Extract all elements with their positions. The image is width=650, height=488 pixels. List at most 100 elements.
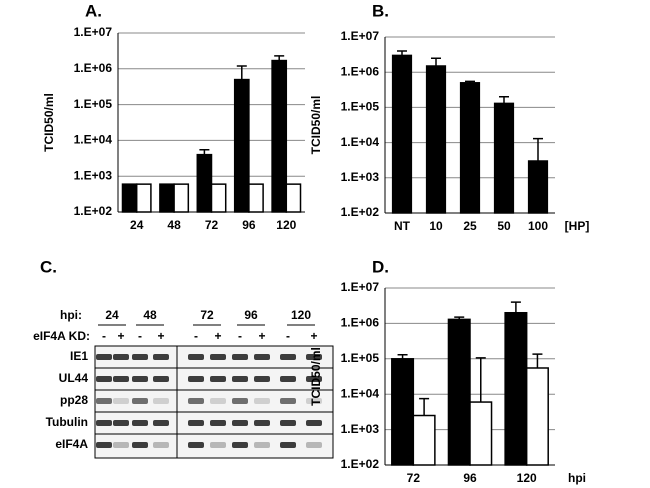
blot-band bbox=[188, 354, 204, 360]
error-bar bbox=[532, 353, 543, 368]
blot-band bbox=[132, 398, 148, 404]
y-tick-label: 1.E+06 bbox=[341, 316, 380, 330]
bar bbox=[159, 183, 175, 213]
blot-band bbox=[96, 376, 112, 382]
kd-sign: - bbox=[286, 329, 290, 343]
y-tick-label: 1.E+07 bbox=[341, 280, 380, 294]
blot-band bbox=[153, 442, 169, 448]
y-tick-label: 1.E+02 bbox=[341, 205, 380, 219]
x-tick-label: 50 bbox=[497, 219, 511, 233]
blot-row-label: UL44 bbox=[59, 371, 89, 385]
bar bbox=[233, 78, 250, 213]
blot-band bbox=[232, 398, 248, 404]
x-tick-label: 96 bbox=[242, 218, 256, 232]
x-tick-label: 24 bbox=[130, 218, 144, 232]
hpi-value: 72 bbox=[200, 308, 214, 322]
y-axis-label: TCID50/ml bbox=[309, 96, 323, 155]
bar bbox=[248, 183, 264, 213]
error-bar bbox=[236, 65, 247, 80]
blot-band bbox=[254, 376, 270, 382]
blot-band bbox=[232, 354, 248, 360]
y-tick-label: 1.E+06 bbox=[341, 64, 380, 78]
y-tick-label: 1.E+05 bbox=[341, 100, 380, 114]
blot-band bbox=[96, 420, 112, 426]
y-tick-label: 1.E+03 bbox=[341, 422, 380, 436]
blot-band bbox=[280, 420, 296, 426]
bar bbox=[391, 54, 413, 214]
hpi-value: 48 bbox=[143, 308, 157, 322]
bar bbox=[527, 160, 549, 214]
panel-label: D. bbox=[372, 257, 389, 276]
bar bbox=[493, 102, 515, 214]
y-tick-label: 1.E+02 bbox=[74, 204, 113, 218]
bar bbox=[412, 414, 436, 466]
blot-band bbox=[113, 354, 129, 360]
blot-band bbox=[113, 398, 129, 404]
blot-row-label: IE1 bbox=[70, 349, 88, 363]
y-axis-label: TCID50/ml bbox=[42, 93, 56, 152]
blot-band bbox=[188, 376, 204, 382]
x-tick-label: 96 bbox=[463, 471, 477, 485]
error-bar bbox=[475, 357, 486, 403]
blot-band bbox=[280, 398, 296, 404]
blot-band bbox=[113, 376, 129, 382]
x-tick-label: 120 bbox=[276, 218, 296, 232]
blot-band bbox=[306, 420, 322, 426]
bar bbox=[285, 183, 302, 213]
kd-sign: - bbox=[138, 329, 142, 343]
blot-band bbox=[280, 376, 296, 382]
blot-row-label: eIF4A bbox=[55, 437, 88, 451]
blot-band bbox=[254, 398, 270, 404]
panel-label: C. bbox=[40, 257, 57, 276]
kd-sign: + bbox=[157, 329, 164, 343]
blot-band bbox=[306, 442, 322, 448]
blot-band bbox=[96, 354, 112, 360]
blot-band bbox=[306, 398, 322, 404]
blot-band bbox=[280, 442, 296, 448]
x-tick-label: 48 bbox=[167, 218, 181, 232]
bar bbox=[391, 358, 415, 466]
x-tick-label: 72 bbox=[205, 218, 219, 232]
bar bbox=[469, 401, 493, 466]
blot-band bbox=[306, 354, 322, 360]
bar bbox=[525, 367, 549, 466]
panel-label: B. bbox=[372, 1, 389, 20]
y-tick-label: 1.E+07 bbox=[74, 25, 113, 39]
blot-band bbox=[210, 376, 226, 382]
x-tick-label: 100 bbox=[528, 219, 548, 233]
blot-band bbox=[113, 442, 129, 448]
hpi-value: 24 bbox=[105, 308, 119, 322]
blot-row-label: Tubulin bbox=[46, 415, 88, 429]
blot-band bbox=[210, 420, 226, 426]
blot-band bbox=[153, 398, 169, 404]
blot-row-label: pp28 bbox=[60, 393, 88, 407]
panel-label: A. bbox=[85, 1, 102, 20]
error-bar bbox=[431, 57, 441, 67]
blot-band bbox=[132, 376, 148, 382]
bar bbox=[121, 183, 138, 213]
blot-band bbox=[232, 376, 248, 382]
error-bar bbox=[533, 137, 543, 162]
kd-sign: - bbox=[238, 329, 242, 343]
error-bar bbox=[510, 301, 521, 313]
y-tick-label: 1.E+05 bbox=[74, 97, 113, 111]
y-tick-label: 1.E+05 bbox=[341, 351, 380, 365]
blot-band bbox=[96, 442, 112, 448]
blot-band bbox=[132, 354, 148, 360]
blot-band bbox=[188, 442, 204, 448]
y-tick-label: 1.E+04 bbox=[74, 133, 113, 147]
bar bbox=[459, 82, 481, 214]
error-bar bbox=[499, 96, 509, 104]
y-tick-label: 1.E+04 bbox=[341, 386, 380, 400]
blot-band bbox=[132, 442, 148, 448]
blot-band bbox=[188, 420, 204, 426]
blot-band bbox=[210, 442, 226, 448]
bar bbox=[135, 183, 152, 213]
blot-band bbox=[113, 420, 129, 426]
blot-band bbox=[132, 420, 148, 426]
bar bbox=[504, 311, 528, 466]
blot-band bbox=[153, 376, 169, 382]
x-axis-label: hpi bbox=[568, 471, 586, 485]
blot-band bbox=[188, 398, 204, 404]
